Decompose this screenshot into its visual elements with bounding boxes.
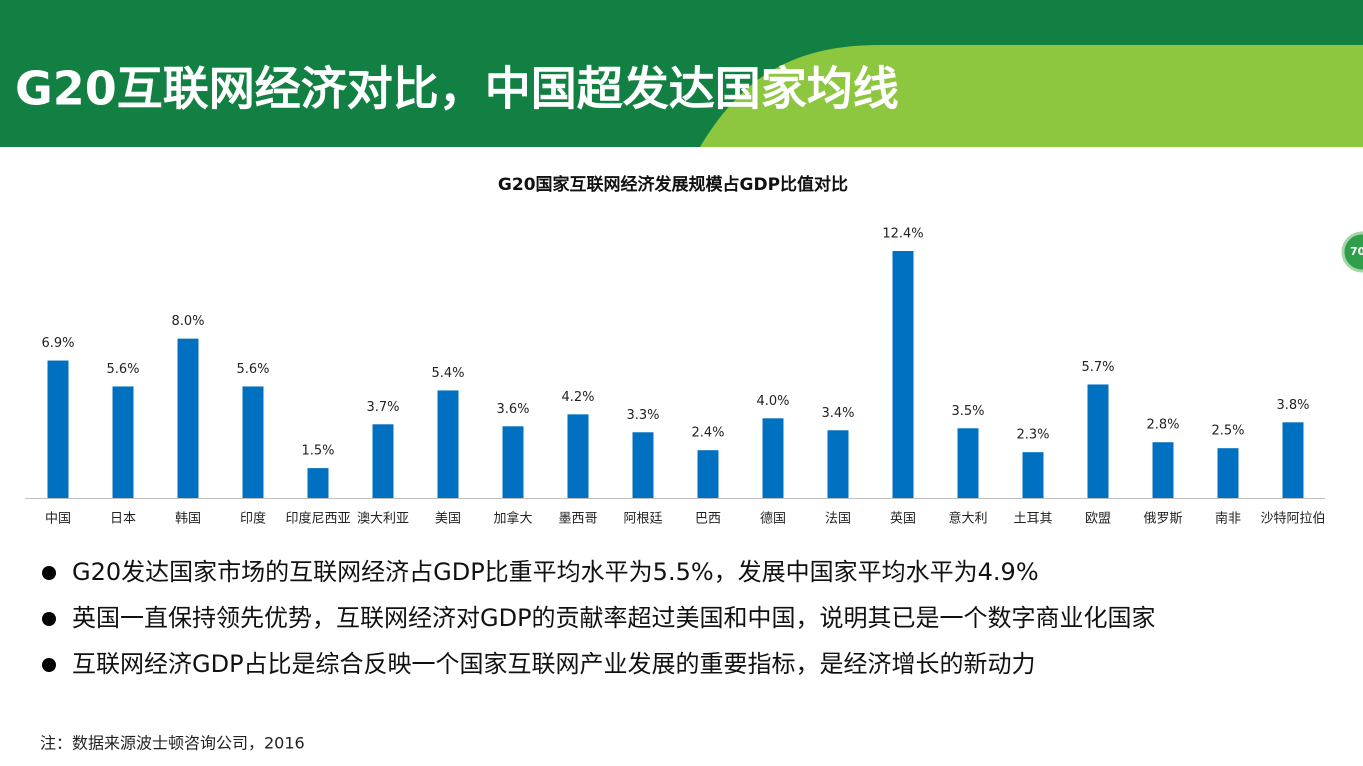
value-label: 5.6%: [236, 362, 269, 377]
bar: [307, 468, 329, 498]
x-tick-label: 俄罗斯: [1143, 512, 1182, 527]
x-tick-label: 法国: [825, 512, 851, 527]
x-tick-label: 巴西: [695, 512, 721, 527]
badge[interactable]: [1341, 231, 1363, 273]
value-label: 5.7%: [1081, 360, 1114, 375]
x-tick-label: 墨西哥: [558, 512, 597, 527]
value-label: 2.3%: [1016, 428, 1049, 443]
bar: [242, 386, 264, 498]
value-label: 4.2%: [561, 390, 594, 405]
x-tick-label: 加拿大: [493, 511, 532, 527]
value-label: 2.5%: [1211, 424, 1244, 439]
badge-text[interactable]: 70: [1350, 245, 1363, 258]
bar: [567, 414, 589, 498]
value-label: 12.4%: [882, 227, 923, 242]
bar: [112, 386, 134, 498]
bar: [1022, 452, 1044, 498]
value-label: 5.6%: [106, 362, 139, 377]
x-tick-label: 印度: [240, 511, 266, 527]
value-label: 3.6%: [496, 402, 529, 417]
bar: [1217, 448, 1239, 498]
bullet-text: 英国一直保持领先优势，互联网经济对GDP的贡献率超过美国和中国，说明其已是一个数…: [72, 604, 1156, 632]
value-label: 5.4%: [431, 366, 464, 381]
x-tick-label: 阿根廷: [623, 512, 662, 527]
bar: [1282, 422, 1304, 498]
value-label: 2.8%: [1146, 418, 1179, 433]
x-tick-label: 德国: [760, 512, 786, 527]
x-tick-label: 美国: [435, 512, 461, 527]
value-label: 2.4%: [691, 426, 724, 441]
value-label: 8.0%: [171, 314, 204, 329]
x-tick-label: 欧盟: [1085, 512, 1111, 527]
x-tick-label: 韩国: [175, 512, 201, 527]
bar: [827, 430, 849, 498]
bar: [502, 426, 524, 498]
value-label: 4.0%: [756, 394, 789, 409]
x-tick-label: 意大利: [948, 511, 987, 527]
x-tick-label: 澳大利亚: [357, 511, 409, 527]
value-label: 6.9%: [41, 336, 74, 351]
bullet-dot: [42, 566, 56, 580]
value-label: 3.7%: [366, 400, 399, 415]
bar: [437, 390, 459, 498]
bar: [892, 251, 914, 498]
bar: [1087, 384, 1109, 498]
value-label: 3.3%: [626, 408, 659, 423]
bar: [762, 418, 784, 498]
bar: [47, 360, 69, 498]
bullet-text: G20发达国家市场的互联网经济占GDP比重平均水平为5.5%，发展中国家平均水平…: [72, 558, 1039, 586]
value-label: 1.5%: [301, 444, 334, 459]
bar: [957, 428, 979, 498]
value-label: 3.8%: [1276, 398, 1309, 413]
bar: [372, 424, 394, 498]
value-label: 3.4%: [821, 406, 854, 421]
bar: [697, 450, 719, 498]
x-tick-label: 中国: [45, 512, 71, 527]
bar: [632, 432, 654, 498]
x-tick-label: 印度尼西亚: [285, 511, 350, 527]
value-label: 3.5%: [951, 404, 984, 419]
bar: [1152, 442, 1174, 498]
x-tick-label: 沙特阿拉伯: [1260, 512, 1325, 527]
bullet-dot: [42, 658, 56, 672]
x-tick-label: 英国: [890, 512, 916, 527]
slide-title: G20互联网经济对比，中国超发达国家均线: [15, 62, 899, 116]
bullet-text: 互联网经济GDP占比是综合反映一个国家互联网产业发展的重要指标，是经济增长的新动…: [72, 650, 1036, 678]
footnote: 注：数据来源波士顿咨询公司，2016: [40, 734, 305, 753]
x-tick-label: 日本: [110, 512, 136, 527]
x-tick-label: 南非: [1215, 511, 1241, 527]
bullet-dot: [42, 612, 56, 626]
chart-title: G20国家互联网经济发展规模占GDP比值对比: [498, 174, 848, 195]
bar: [177, 338, 199, 498]
x-tick-label: 土耳其: [1013, 512, 1052, 527]
header-accent: [700, 45, 1363, 147]
